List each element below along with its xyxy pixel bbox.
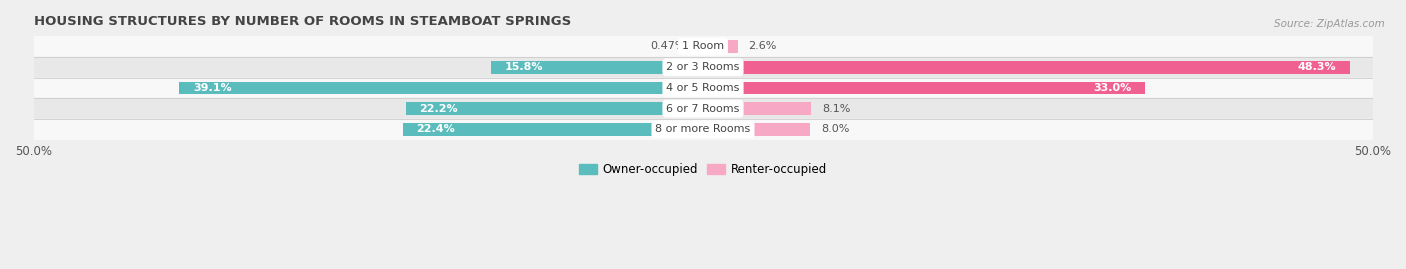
Text: 33.0%: 33.0%: [1094, 83, 1132, 93]
Text: 4 or 5 Rooms: 4 or 5 Rooms: [666, 83, 740, 93]
Text: 1 Room: 1 Room: [682, 41, 724, 51]
Text: 8.1%: 8.1%: [823, 104, 851, 114]
Bar: [697, 40, 703, 53]
Bar: [34, 36, 1372, 57]
Text: Source: ZipAtlas.com: Source: ZipAtlas.com: [1274, 19, 1385, 29]
Bar: [180, 82, 703, 94]
Text: 6 or 7 Rooms: 6 or 7 Rooms: [666, 104, 740, 114]
Text: 2 or 3 Rooms: 2 or 3 Rooms: [666, 62, 740, 72]
Bar: [703, 61, 1350, 74]
Legend: Owner-occupied, Renter-occupied: Owner-occupied, Renter-occupied: [574, 158, 832, 180]
Bar: [34, 98, 1372, 119]
Bar: [703, 40, 738, 53]
Bar: [703, 102, 811, 115]
Text: HOUSING STRUCTURES BY NUMBER OF ROOMS IN STEAMBOAT SPRINGS: HOUSING STRUCTURES BY NUMBER OF ROOMS IN…: [34, 15, 571, 28]
Text: 22.2%: 22.2%: [419, 104, 458, 114]
Bar: [34, 57, 1372, 77]
Text: 48.3%: 48.3%: [1298, 62, 1336, 72]
Text: 8.0%: 8.0%: [821, 125, 849, 134]
Text: 22.4%: 22.4%: [416, 125, 456, 134]
Bar: [406, 102, 703, 115]
Text: 15.8%: 15.8%: [505, 62, 543, 72]
Text: 0.47%: 0.47%: [651, 41, 686, 51]
Text: 2.6%: 2.6%: [748, 41, 778, 51]
Bar: [404, 123, 703, 136]
Bar: [703, 82, 1144, 94]
Bar: [34, 119, 1372, 140]
Bar: [34, 77, 1372, 98]
Bar: [492, 61, 703, 74]
Text: 39.1%: 39.1%: [193, 83, 232, 93]
Text: 8 or more Rooms: 8 or more Rooms: [655, 125, 751, 134]
Bar: [703, 123, 810, 136]
